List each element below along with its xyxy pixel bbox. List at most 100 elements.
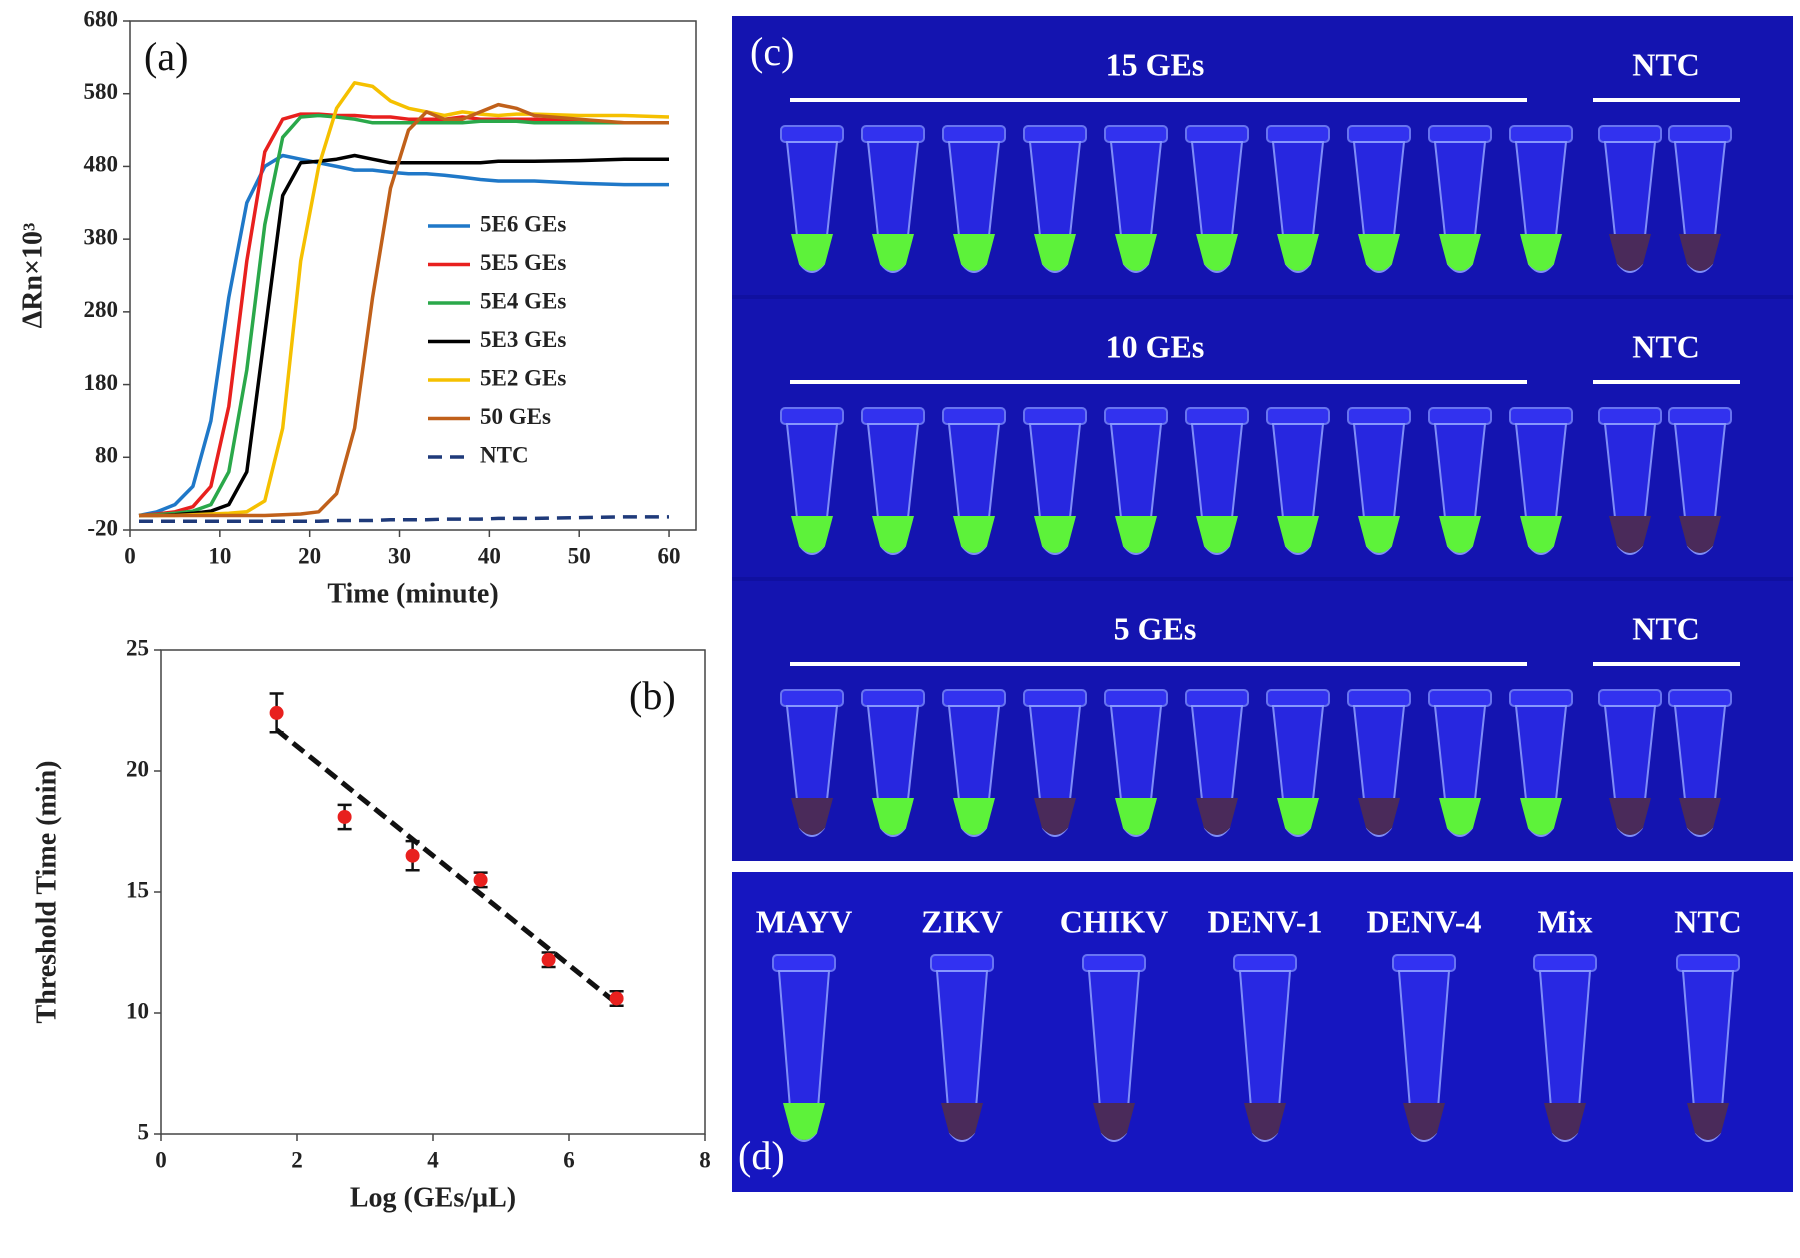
tube-liquid: [1609, 234, 1651, 271]
y-tick-label: -20: [87, 515, 118, 540]
y-tick-label: 580: [84, 79, 119, 104]
tube-liquid: [1277, 516, 1319, 553]
tube-cap: [1533, 954, 1597, 972]
tube-cap: [861, 407, 925, 425]
series-line: [138, 113, 669, 518]
series-line: [139, 153, 669, 518]
tube-cap: [1598, 125, 1662, 143]
y-tick-label: 280: [84, 297, 119, 322]
plot-frame: [129, 20, 697, 531]
x-tick-label: 20: [298, 543, 321, 568]
legend-label: 50 GEs: [480, 404, 551, 429]
tube-cap: [942, 407, 1006, 425]
y-axis-label: ΔRn×10³: [17, 223, 48, 329]
tube-cap: [1668, 125, 1732, 143]
tube-cap: [1266, 125, 1330, 143]
series-line: [139, 515, 669, 524]
tube-cap: [780, 125, 844, 143]
tube-liquid: [1609, 798, 1651, 835]
tube-liquid: [953, 234, 995, 271]
y-tick-label: 80: [95, 443, 118, 468]
tube-cap: [1347, 407, 1411, 425]
tube-cap: [1509, 125, 1573, 143]
sample-label: MAYV: [756, 903, 853, 939]
tube-liquid: [1520, 798, 1562, 835]
control-label: NTC: [1632, 610, 1700, 646]
y-tick-label: 10: [126, 998, 149, 1023]
series-line: [138, 112, 669, 518]
tube-liquid: [791, 798, 833, 835]
legend-label: 5E6 GEs: [480, 211, 566, 236]
tube-liquid: [1439, 234, 1481, 271]
tube-liquid: [1196, 234, 1238, 271]
data-point: [609, 991, 624, 1006]
tube-cap: [861, 689, 925, 707]
photo-panels: (c) 15 GEs NTC 10 GEs NTC 5 GEs NTC MAYV ZIKV CHI…: [732, 16, 1793, 1192]
tube-cap: [1428, 689, 1492, 707]
tube-cap: [1104, 689, 1168, 707]
photo-panel-label: (d): [738, 1133, 785, 1178]
sample-label: Mix: [1537, 903, 1592, 939]
x-axis-label: Log (GEs/µL): [350, 1182, 516, 1213]
tube-liquid: [1439, 798, 1481, 835]
y-tick-label: 20: [126, 756, 149, 781]
tube-cap: [942, 125, 1006, 143]
sample-label: DENV-1: [1208, 903, 1323, 939]
tube-liquid: [872, 798, 914, 835]
tube-liquid: [1034, 234, 1076, 271]
tube-cap: [1509, 689, 1573, 707]
tube-cap: [1676, 954, 1740, 972]
tube-cap: [1023, 125, 1087, 143]
series-line: [139, 102, 669, 518]
x-tick-label: 0: [124, 543, 136, 568]
photo-panel-label: (c): [750, 29, 794, 74]
data-point: [473, 872, 488, 887]
tube-liquid: [1358, 516, 1400, 553]
tube-liquid: [1277, 798, 1319, 835]
tube-liquid: [941, 1103, 983, 1140]
tube-liquid: [1520, 234, 1562, 271]
tube-liquid: [1358, 234, 1400, 271]
x-tick-label: 60: [658, 543, 681, 568]
tube-cap: [780, 689, 844, 707]
tube-cap: [1598, 407, 1662, 425]
data-point: [405, 848, 420, 863]
data-point: [269, 705, 284, 720]
tube-liquid: [872, 516, 914, 553]
tube-cap: [1185, 125, 1249, 143]
x-axis-label: Time (minute): [327, 578, 498, 609]
legend-label: NTC: [480, 442, 529, 467]
trendline: [275, 727, 619, 1006]
sample-label: DENV-4: [1367, 903, 1482, 939]
tube-cap: [1082, 954, 1146, 972]
x-tick-label: 2: [291, 1147, 303, 1172]
row-divider: [732, 295, 1793, 299]
tube-liquid: [1093, 1103, 1135, 1140]
tube-cap: [861, 125, 925, 143]
y-tick-label: 480: [84, 152, 119, 177]
tube-cap: [1185, 689, 1249, 707]
tube-cap: [1668, 689, 1732, 707]
x-tick-label: 10: [208, 543, 231, 568]
tube-liquid: [1679, 234, 1721, 271]
tube-liquid: [1679, 798, 1721, 835]
control-label: NTC: [1632, 328, 1700, 364]
tube-liquid: [1679, 516, 1721, 553]
data-point: [541, 952, 556, 967]
sample-label: 10 GEs: [1106, 328, 1205, 364]
tube-cap: [780, 407, 844, 425]
tube-cap: [1598, 689, 1662, 707]
tube-liquid: [1115, 234, 1157, 271]
legend-label: 5E5 GEs: [480, 250, 566, 275]
tube-cap: [1023, 407, 1087, 425]
tube-cap: [942, 689, 1006, 707]
x-tick-label: 0: [155, 1147, 167, 1172]
tube-liquid: [1609, 516, 1651, 553]
x-tick-label: 50: [568, 543, 591, 568]
legend-label: 5E4 GEs: [480, 288, 566, 313]
x-tick-label: 30: [388, 543, 411, 568]
tube-cap: [1104, 407, 1168, 425]
tube-liquid: [1544, 1103, 1586, 1140]
tube-liquid: [953, 798, 995, 835]
